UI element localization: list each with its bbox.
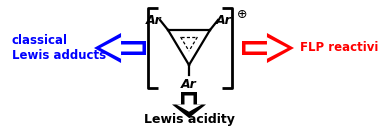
Text: FLP reactivity: FLP reactivity xyxy=(300,41,378,55)
Polygon shape xyxy=(176,95,202,112)
Polygon shape xyxy=(100,37,143,59)
Text: Ar: Ar xyxy=(181,79,197,91)
Text: ⊕: ⊕ xyxy=(237,8,248,20)
Polygon shape xyxy=(242,33,294,63)
Polygon shape xyxy=(94,33,146,63)
Polygon shape xyxy=(245,37,288,59)
Text: Lewis acidity: Lewis acidity xyxy=(144,113,234,126)
Text: Ar: Ar xyxy=(146,13,162,27)
Text: classical
Lewis adducts: classical Lewis adducts xyxy=(12,34,106,62)
Polygon shape xyxy=(172,92,206,118)
Text: Ar: Ar xyxy=(216,13,232,27)
